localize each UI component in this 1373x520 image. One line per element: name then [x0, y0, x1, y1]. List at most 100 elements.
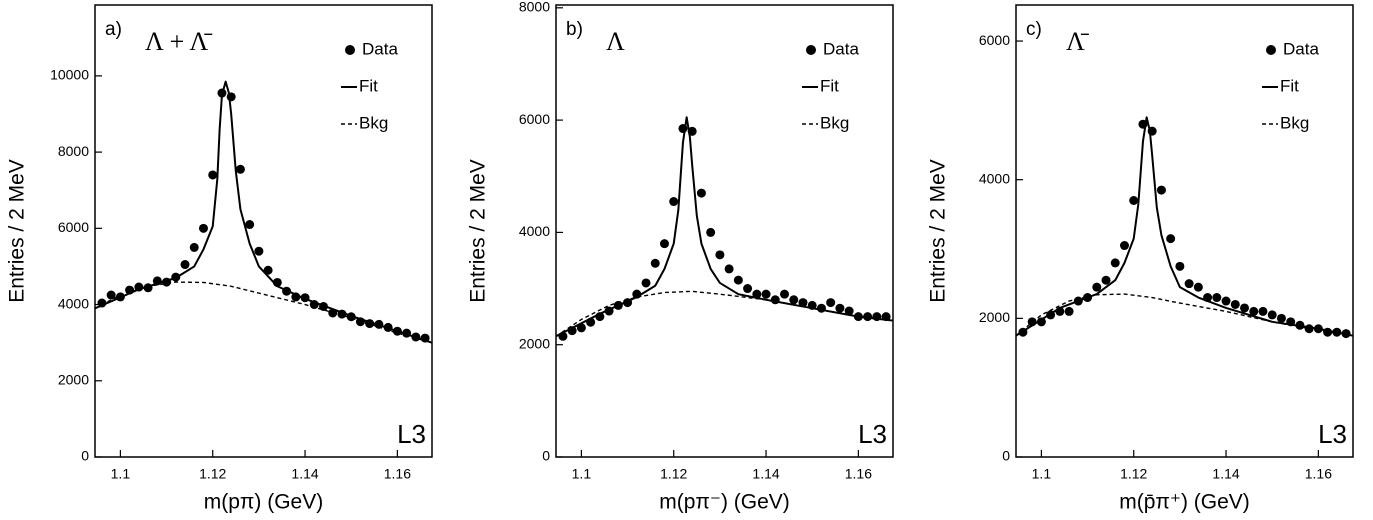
- data-point: [650, 258, 660, 268]
- particle-label: Λ: [606, 27, 625, 56]
- data-point: [1156, 185, 1166, 195]
- y-tick-label: 2000: [519, 335, 550, 351]
- data-point: [245, 220, 255, 230]
- data-point: [743, 284, 753, 294]
- plot-frame: [555, 4, 894, 458]
- particle-label: Λ̄: [1066, 27, 1089, 56]
- x-tick-label: 1.12: [1120, 466, 1147, 482]
- x-tick-label: 1.14: [752, 466, 779, 482]
- y-tick-label: 0: [542, 448, 550, 464]
- data-point: [1166, 234, 1176, 244]
- plot-frame: [94, 4, 433, 458]
- y-tick-label: 0: [81, 448, 89, 464]
- data-point: [1064, 306, 1074, 316]
- panel: 1.1 1.12 1.14 1.16 0 2000 4000 6000 8000 m(pπ⁻) (…: [467, 0, 894, 514]
- legend-label: Bkg: [1280, 113, 1309, 132]
- y-tick-label: 2000: [58, 371, 89, 387]
- x-axis-label: m(p̄π⁺) (GeV): [1119, 491, 1250, 514]
- y-tick-label: 4000: [519, 223, 550, 239]
- data-point: [844, 306, 854, 316]
- legend-label: Data: [362, 39, 398, 58]
- data-point: [1230, 299, 1240, 309]
- y-tick-label: 4000: [58, 295, 89, 311]
- y-tick-label: 6000: [979, 32, 1010, 48]
- y-tick-label: 4000: [979, 170, 1010, 186]
- legend-label: Fit: [359, 76, 378, 95]
- data-point: [798, 298, 808, 308]
- particle-label: Λ + Λ̄: [145, 27, 212, 56]
- data-point: [1212, 293, 1222, 303]
- panel-label: b): [566, 19, 583, 40]
- legend-label: Bkg: [359, 113, 388, 132]
- data-point: [724, 264, 734, 274]
- data-point: [1129, 195, 1139, 205]
- x-tick-label: 1.1: [1032, 466, 1052, 482]
- data-point: [576, 323, 586, 333]
- data-point: [1276, 313, 1286, 323]
- fit-curve: [1015, 116, 1354, 337]
- x-tick-label: 1.16: [845, 466, 872, 482]
- data-point: [752, 289, 762, 299]
- legend-label: Bkg: [820, 113, 849, 132]
- data-point: [706, 227, 716, 237]
- data-point: [733, 275, 743, 285]
- legend-label: Data: [1283, 39, 1319, 58]
- y-tick-label: 8000: [58, 143, 89, 159]
- data-point: [1175, 261, 1185, 271]
- data-point: [780, 289, 790, 299]
- data-point: [1101, 275, 1111, 285]
- y-tick-label: 2000: [979, 309, 1010, 325]
- y-tick-label: 8000: [519, 0, 550, 15]
- x-tick-label: 1.1: [111, 466, 131, 482]
- data-point: [789, 295, 799, 305]
- data-point: [1267, 310, 1277, 320]
- x-axis-label: m(pπ⁻) (GeV): [659, 491, 790, 514]
- panel: 1.1 1.12 1.14 1.16 0 2000 4000 6000 m(p̄π⁺) (GeV…: [927, 4, 1354, 514]
- panel-label: c): [1026, 19, 1042, 40]
- data-point: [235, 164, 245, 174]
- data-point: [1240, 303, 1250, 313]
- x-axis-label: m(pπ) (GeV): [204, 491, 324, 514]
- y-axis-label: Entries / 2 MeV: [6, 159, 29, 303]
- legend-label: Fit: [1280, 76, 1299, 95]
- data-point: [198, 223, 208, 233]
- experiment-label: L3: [1318, 419, 1347, 449]
- data-point: [715, 250, 725, 260]
- data-point: [761, 289, 771, 299]
- data-point: [835, 303, 845, 313]
- legend-marker: [1266, 45, 1276, 55]
- experiment-label: L3: [397, 419, 426, 449]
- data-point: [189, 242, 199, 252]
- data-point: [106, 290, 116, 300]
- x-tick-label: 1.14: [291, 466, 318, 482]
- plot-frame: [1015, 4, 1354, 458]
- legend-label: Data: [823, 39, 859, 58]
- data-point: [1249, 306, 1259, 316]
- background-curve: [1015, 293, 1354, 337]
- data-point: [659, 239, 669, 249]
- legend-label: Fit: [820, 76, 839, 95]
- x-tick-label: 1.12: [199, 466, 226, 482]
- x-tick-label: 1.16: [1305, 466, 1332, 482]
- x-tick-label: 1.16: [384, 466, 411, 482]
- background-curve: [555, 290, 894, 337]
- y-tick-label: 6000: [519, 111, 550, 127]
- data-point: [641, 278, 651, 288]
- data-point: [1193, 282, 1203, 292]
- y-axis-label: Entries / 2 MeV: [927, 159, 950, 303]
- background-curve: [94, 281, 433, 344]
- x-tick-label: 1.14: [1212, 466, 1239, 482]
- y-tick-label: 6000: [58, 219, 89, 235]
- data-point: [826, 298, 836, 308]
- legend-marker: [345, 45, 355, 55]
- y-tick-label: 0: [1002, 448, 1010, 464]
- data-point: [696, 188, 706, 198]
- x-tick-label: 1.1: [572, 466, 592, 482]
- data-point: [1119, 241, 1129, 251]
- fit-curve: [555, 116, 894, 338]
- data-point: [1258, 306, 1268, 316]
- fit-curve: [94, 80, 433, 344]
- data-point: [1092, 282, 1102, 292]
- data-point: [180, 260, 190, 270]
- panel-label: a): [105, 19, 122, 40]
